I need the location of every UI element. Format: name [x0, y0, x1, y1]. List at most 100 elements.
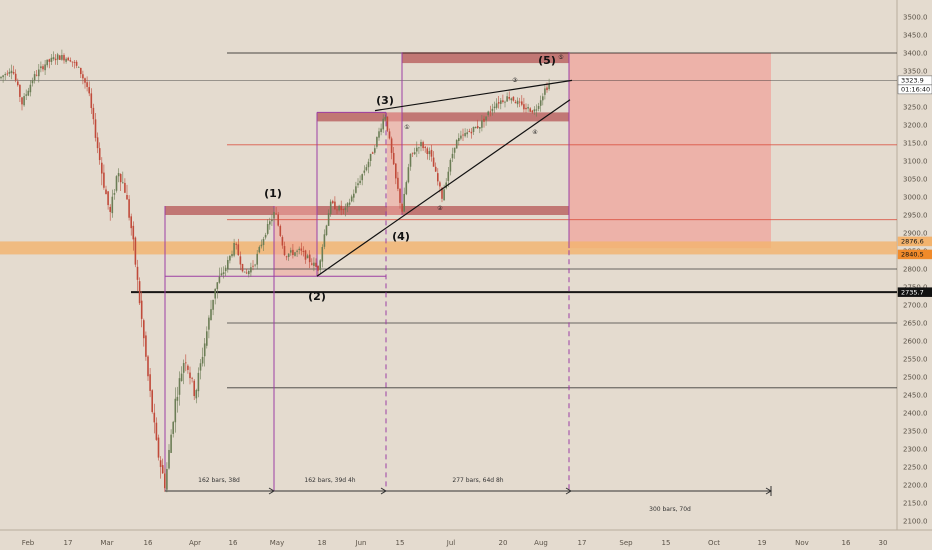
candle-body: [405, 182, 408, 195]
candle-body: [241, 263, 244, 272]
candle-body: [302, 251, 305, 252]
candle-body: [92, 107, 95, 120]
candle-body: [542, 96, 544, 101]
candle-body: [537, 106, 540, 109]
duration-label: 277 bars, 64d 8h: [452, 477, 503, 484]
y-tick-label: 3450.0: [903, 32, 928, 40]
candle-body: [25, 94, 27, 96]
candle-body: [189, 372, 191, 379]
candle-body: [384, 116, 387, 120]
candle-body: [271, 219, 273, 222]
candle-body: [340, 205, 342, 211]
candle-body: [342, 209, 345, 210]
candle-body: [525, 107, 527, 110]
candle-body: [82, 74, 84, 79]
candle-body: [86, 82, 88, 87]
x-tick-label: Oct: [708, 539, 720, 547]
candle-body: [71, 61, 74, 63]
price-tag-label: 2840.5: [901, 251, 924, 259]
candle-body: [401, 203, 403, 212]
candle-body: [285, 256, 288, 258]
candle-body: [161, 465, 164, 474]
x-tick-label: Apr: [189, 539, 201, 547]
candle-body: [493, 106, 496, 109]
candle-body: [508, 96, 510, 99]
candle-body: [130, 216, 132, 229]
y-tick-label: 2100.0: [903, 518, 928, 526]
candle-body: [269, 221, 271, 225]
y-tick-label: 3500.0: [903, 14, 928, 22]
zone-retrace-2: [274, 206, 317, 277]
y-tick-label: 2550.0: [903, 356, 928, 364]
candle-body: [474, 127, 477, 129]
candle-body: [113, 193, 116, 195]
candle-body: [304, 250, 307, 260]
candle-body: [403, 193, 405, 212]
candle-body: [19, 84, 21, 97]
y-tick-label: 2500.0: [903, 374, 928, 382]
candle-body: [451, 153, 454, 159]
candle-body: [117, 173, 120, 177]
candle-body: [17, 81, 19, 86]
candle-body: [27, 90, 30, 96]
candle-body: [376, 136, 378, 147]
candle-body: [447, 171, 450, 181]
candle-body: [65, 58, 67, 62]
candle-body: [69, 60, 72, 62]
candle-body: [248, 270, 250, 275]
duration-label: 162 bars, 38d: [198, 477, 240, 484]
candle-body: [46, 59, 48, 66]
candle-body: [73, 62, 76, 63]
candle-body: [10, 70, 13, 74]
candle-body: [529, 108, 531, 112]
y-tick-label: 2350.0: [903, 428, 928, 436]
candle-body: [151, 390, 153, 412]
candle-body: [397, 177, 399, 189]
candle-body: [222, 272, 225, 275]
wave-label: (2): [308, 290, 326, 303]
candle-body: [67, 57, 69, 61]
subwave-label: ④: [532, 129, 537, 136]
candle-body: [262, 238, 265, 246]
candle-body: [355, 186, 357, 193]
candle-body: [516, 100, 519, 105]
candle-body: [411, 152, 414, 154]
candle-body: [392, 152, 395, 165]
candle-body: [422, 142, 424, 149]
x-tick-label: Feb: [22, 539, 35, 547]
candle-body: [243, 271, 246, 273]
y-tick-label: 2450.0: [903, 392, 928, 400]
candle-body: [180, 373, 183, 382]
candle-body: [98, 148, 101, 161]
candle-body: [54, 58, 57, 61]
candle-body: [481, 120, 483, 128]
y-tick-label: 3000.0: [903, 194, 928, 202]
candle-body: [216, 282, 219, 290]
candle-body: [315, 262, 317, 267]
y-tick-label: 2900.0: [903, 230, 928, 238]
candle-body: [521, 101, 523, 105]
price-tag: 01:16:40: [897, 84, 932, 95]
candle-body: [464, 133, 466, 137]
candle-body: [250, 267, 252, 273]
y-tick-label: 3200.0: [903, 122, 928, 130]
candle-body: [88, 87, 90, 94]
x-tick-label: Nov: [795, 539, 809, 547]
x-tick-label: Mar: [100, 539, 113, 547]
candle-body: [336, 209, 338, 211]
candle-body: [59, 55, 61, 60]
subwave-label: ②: [437, 205, 443, 212]
candle-body: [191, 377, 193, 379]
candle-body: [439, 182, 441, 187]
candle-body: [300, 248, 303, 251]
candle-body: [136, 266, 139, 280]
candle-body: [365, 167, 368, 171]
x-tick-label: 15: [396, 539, 405, 547]
candle-body: [35, 74, 38, 76]
candle-body: [311, 263, 313, 265]
candle-body: [527, 106, 529, 109]
candle-body: [260, 244, 263, 247]
candle-body: [500, 100, 502, 104]
candle-body: [504, 101, 506, 103]
